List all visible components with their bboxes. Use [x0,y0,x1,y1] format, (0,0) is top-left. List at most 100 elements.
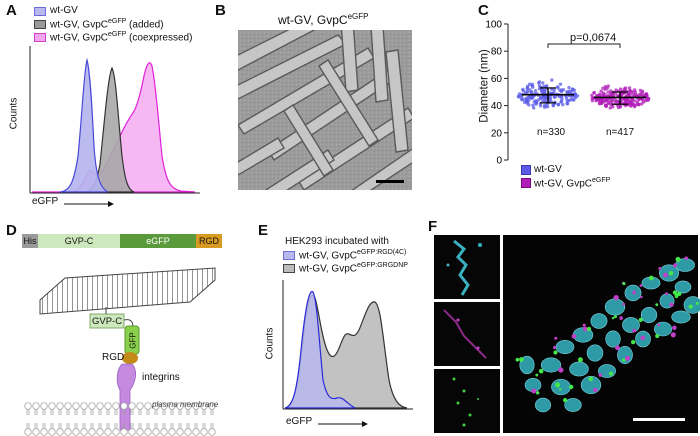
data-point [519,97,524,102]
data-point [565,90,569,94]
y-tick-label: 0 [496,156,502,167]
gas-vesicle-shape [39,267,216,315]
micrograph-small-cyan [434,235,500,299]
legend-label-c-wt: wt-GV [534,164,562,175]
integrin-shape [116,363,136,431]
data-point [590,93,594,98]
data-point [526,84,530,89]
data-point [618,104,622,108]
legend-label-wt-gv: wt-GV [50,5,78,16]
data-point [613,92,618,96]
data-point [538,95,543,100]
title-e: HEK293 incubated with [285,236,389,247]
data-point [590,96,594,101]
data-point [592,91,596,95]
data-point [599,101,604,106]
data-point [572,88,576,92]
data-point [574,95,578,100]
axis-label-egfp-a: eGFP [32,196,59,207]
data-point [609,89,613,93]
data-point [533,89,538,93]
histogram-e [282,280,413,410]
data-point [599,89,603,93]
data-point [531,85,535,89]
data-point [527,103,531,107]
data-point [529,90,534,94]
y-tick-label: 40 [491,101,503,112]
data-point [601,91,606,95]
micrograph-large [503,235,700,433]
axis-label-egfp-e: eGFP [286,416,313,427]
legend-swatch-added [34,20,46,29]
axis-label-counts-e: Counts [264,327,276,360]
legend-label-e-grgdnp: wt-GV, GvpCeGFP:GRGDNP [299,262,408,275]
data-point [565,101,569,106]
histogram-e-rgd4c [284,291,356,409]
data-point [613,101,618,105]
legend-swatch-c-gvpc [521,178,531,188]
micrograph-title-b: wt-GV, GvpCeGFP [278,12,369,27]
data-point [548,97,553,101]
tem-micrograph [238,30,412,190]
data-point [561,102,565,107]
arrow-egfp-e [318,421,368,427]
segment-gvpc: GVP-C [38,234,120,248]
data-point [537,80,542,84]
data-point [640,89,645,94]
panel-label-c: C [478,2,489,19]
data-point [519,93,523,98]
segment-rgd: RGD [196,234,222,248]
data-point [608,106,612,110]
data-point [636,102,641,107]
data-point [567,85,571,90]
panel-label-a: A [6,2,17,19]
data-point [637,92,642,97]
label-rgd: RGD [102,352,125,363]
micrograph-small-magenta [434,302,500,366]
data-point [594,98,599,102]
data-point [603,103,608,108]
arrow-egfp-a [64,201,114,207]
data-point [525,99,529,104]
data-point [531,103,535,108]
axis-label-diameter: Diameter (nm) [478,49,491,123]
data-point [609,91,613,96]
dot-plot-c: 0 20 40 60 80 100 [485,20,651,167]
micrograph-small-green [434,369,500,433]
data-point [628,101,632,105]
data-point [560,95,564,99]
histogram-a [29,46,200,194]
legend-swatch-e-rgd4c [283,251,295,260]
data-point [527,95,532,99]
label-gfp: GFP [128,332,138,349]
data-point [633,103,637,108]
panel-label-e: E [258,222,269,239]
data-point [534,100,539,104]
schematic-d [24,267,216,436]
y-tick-label: 20 [491,128,503,139]
legend-swatch-coexpressed [34,33,46,42]
legend-label-added: wt-GV, GvpCeGFP (added) [50,18,164,31]
histogram-a-wt [59,57,109,193]
data-point [640,98,645,102]
data-point [609,102,613,107]
legend-label-c-gvpc: wt-GV, GvpCeGFP [534,177,611,190]
legend-label-coexpressed: wt-GV, GvpCeGFP (coexpressed) [50,31,193,44]
data-point [538,104,543,108]
data-point [552,95,556,99]
panel-label-f: F [428,218,438,235]
rgd-blob [122,352,138,364]
data-point [568,98,573,102]
axis-label-counts-a: Counts [8,97,20,130]
data-point [572,98,576,102]
data-point [543,105,547,109]
data-point [559,99,564,104]
panel-label-d: D [6,222,17,239]
legend-swatch-e-grgdnp [283,264,295,273]
data-point [532,106,536,110]
legend-swatch-c-wt [521,165,531,175]
data-point [618,87,623,91]
data-point [556,86,560,90]
y-tick-label: 80 [491,47,503,58]
data-point [556,103,560,107]
